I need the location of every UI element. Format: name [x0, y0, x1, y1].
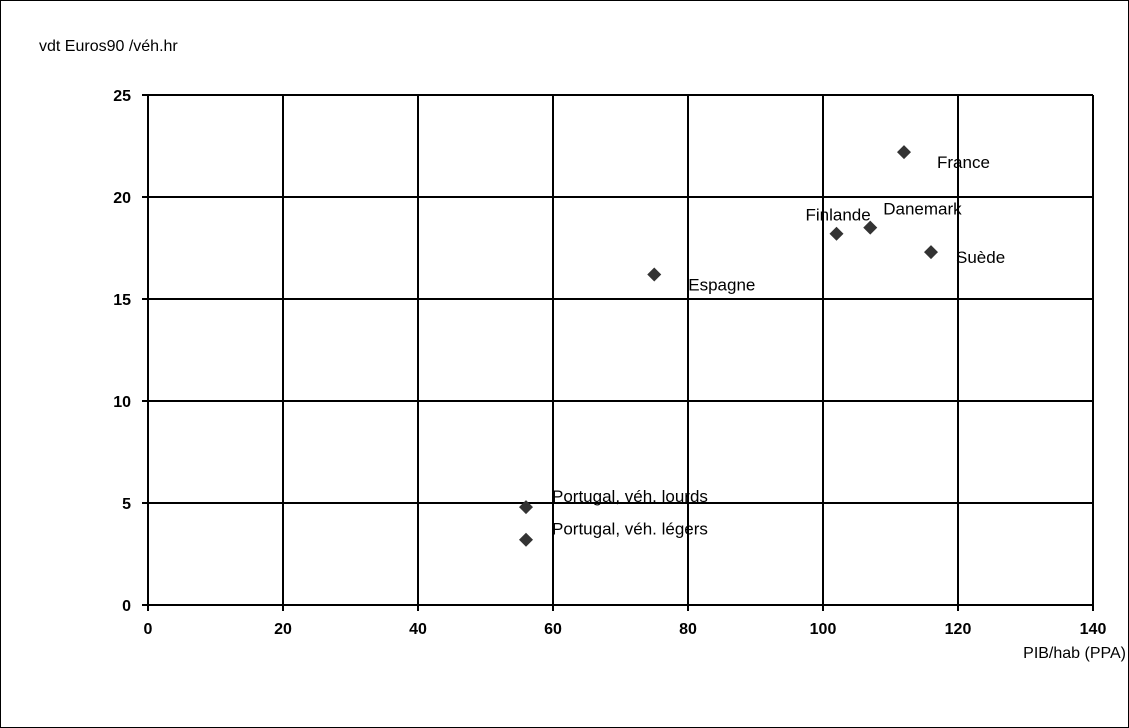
y-tick-label: 15	[113, 292, 131, 309]
y-tick-label: 0	[122, 598, 131, 615]
x-tick-label: 80	[679, 621, 697, 638]
y-tick-label: 20	[113, 190, 131, 207]
x-axis-title: PIB/hab (PPA)	[1023, 645, 1126, 662]
x-tick-label: 60	[544, 621, 562, 638]
data-point	[863, 220, 878, 235]
data-point	[829, 226, 844, 241]
axes	[142, 94, 1094, 611]
point-label: Finlande	[806, 206, 871, 225]
y-tick-label: 5	[122, 496, 131, 513]
data-point	[897, 145, 911, 160]
point-label: Espagne	[688, 276, 755, 295]
grid	[148, 94, 1094, 605]
x-tick-label: 140	[1080, 621, 1107, 638]
data-point	[519, 500, 533, 515]
y-tick-label: 25	[113, 88, 131, 105]
data-points	[519, 145, 938, 547]
x-tick-label: 120	[945, 621, 972, 638]
x-tick-label: 100	[810, 621, 837, 638]
data-point	[519, 532, 533, 547]
point-label: Danemark	[883, 200, 962, 219]
point-label: Suède	[956, 248, 1005, 267]
y-axis-title: vdt Euros90 /véh.hr	[39, 38, 178, 55]
x-tick-label: 20	[274, 621, 292, 638]
x-tick-label: 0	[144, 621, 153, 638]
tick-labels: 0 20 40 60 80 100 120 140 0 5 10 15 20 25	[113, 88, 1106, 638]
y-tick-label: 10	[113, 394, 131, 411]
point-labels: France Finlande Danemark Suède Espagne Portug…	[552, 153, 1005, 539]
point-label: France	[937, 153, 990, 172]
data-point	[924, 245, 938, 260]
point-label: Portugal, véh. lourds	[552, 487, 708, 506]
data-point	[647, 267, 662, 282]
point-label: Portugal, véh. légers	[552, 520, 708, 539]
x-tick-label: 40	[409, 621, 427, 638]
